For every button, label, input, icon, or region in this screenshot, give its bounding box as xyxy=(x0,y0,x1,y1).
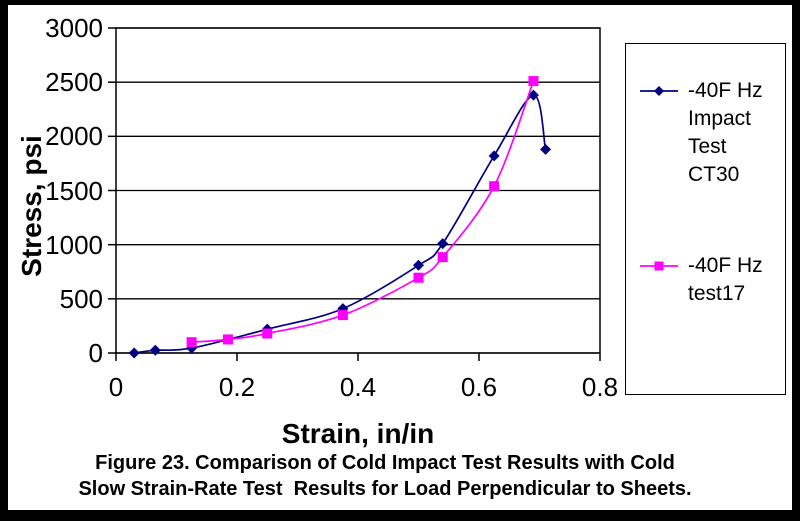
marker-diamond-ct30 xyxy=(128,347,140,359)
marker-diamond-ct30 xyxy=(540,143,552,155)
y-tick-label: 1500 xyxy=(45,175,103,206)
marker-square-test17 xyxy=(222,334,233,345)
marker-square-test17 xyxy=(437,252,448,263)
marker-square-test17 xyxy=(262,328,273,339)
legend-marker-square-icon xyxy=(640,261,678,271)
x-axis-title: Strain, in/in xyxy=(281,418,435,449)
y-tick-label: 0 xyxy=(88,338,103,368)
marker-diamond-ct30 xyxy=(149,344,161,356)
legend-label-line: -40F Hz xyxy=(688,79,763,102)
marker-diamond-ct30 xyxy=(488,150,500,162)
marker-square-test17 xyxy=(337,310,348,321)
y-tick-label: 1000 xyxy=(45,229,103,260)
marker-square-test17 xyxy=(489,181,500,192)
x-tick-label: 0.2 xyxy=(218,372,256,402)
marker-square-test17 xyxy=(528,76,539,87)
legend-label-line: Impact xyxy=(688,107,752,130)
y-axis-title: Stress, psi xyxy=(16,135,47,277)
marker-diamond-ct30 xyxy=(437,238,449,250)
y-tick-label: 500 xyxy=(59,283,103,314)
y-tick-label: 2000 xyxy=(45,121,103,152)
caption-line-2: Slow Strain-Rate Test Results for Load P… xyxy=(78,478,692,500)
series-line-test17 xyxy=(191,80,535,344)
marker-square-test17 xyxy=(413,272,424,283)
x-tick-label: 0.4 xyxy=(339,372,377,402)
marker-diamond-ct30 xyxy=(527,89,539,101)
legend-box: -40F Hz Impact Test CT30 -40F Hz test17 xyxy=(625,43,786,395)
y-tick-label: 3000 xyxy=(45,13,103,43)
legend-label-test17: -40F Hz test17 xyxy=(688,252,783,308)
marker-diamond-ct30 xyxy=(413,259,424,271)
legend-label-line: test17 xyxy=(688,282,746,305)
legend-label-line: Test xyxy=(688,135,727,158)
caption-line-1: Figure 23. Comparison of Cold Impact Tes… xyxy=(95,452,675,474)
x-tick-label: 0 xyxy=(108,372,124,402)
x-tick-label: 0.8 xyxy=(581,372,619,402)
marker-square-test17 xyxy=(186,337,197,348)
legend-label-line: CT30 xyxy=(688,163,740,186)
y-tick-label: 2500 xyxy=(45,67,103,98)
legend-marker-diamond-icon xyxy=(640,86,678,96)
x-tick-label: 0.6 xyxy=(460,372,498,402)
figure-caption: Figure 23. Comparison of Cold Impact Tes… xyxy=(55,450,715,502)
legend-label-line: -40F Hz xyxy=(688,254,763,277)
series-line-ct30 xyxy=(134,94,547,354)
legend-label-ct30: -40F Hz Impact Test CT30 xyxy=(688,77,783,189)
